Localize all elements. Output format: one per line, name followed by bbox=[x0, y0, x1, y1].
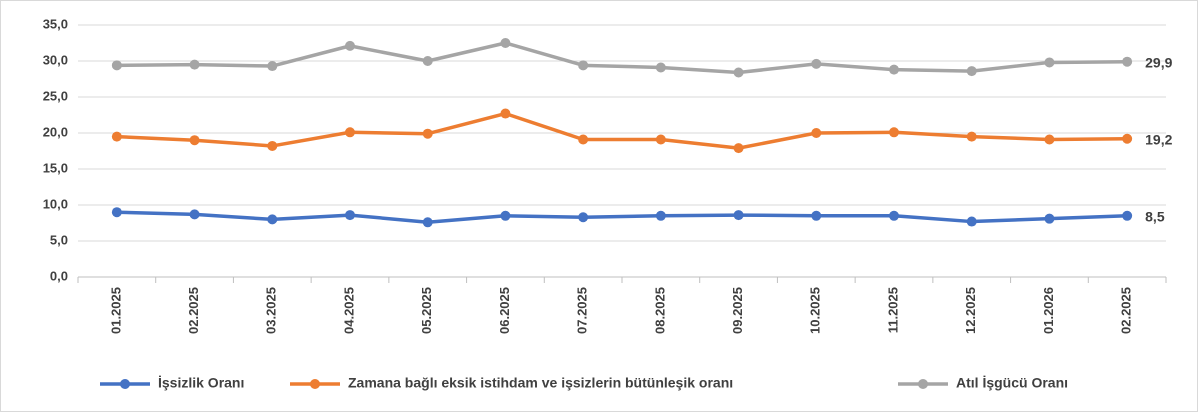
x-tick-label: 06.2025 bbox=[497, 287, 512, 334]
legend-marker bbox=[310, 379, 320, 389]
y-tick-label: 15,0 bbox=[43, 160, 68, 175]
data-label: 19,2 bbox=[1145, 131, 1172, 147]
data-point bbox=[267, 140, 278, 151]
data-point bbox=[1044, 213, 1055, 224]
x-tick-label: 02.2025 bbox=[186, 287, 201, 334]
data-point bbox=[811, 58, 822, 69]
y-tick-label: 10,0 bbox=[43, 196, 68, 211]
data-point bbox=[345, 210, 355, 221]
data-point bbox=[500, 210, 511, 221]
x-tick-label: 12.2025 bbox=[963, 287, 978, 334]
data-point bbox=[889, 64, 899, 75]
data-point bbox=[422, 217, 433, 228]
legend-marker bbox=[120, 379, 130, 389]
x-tick-label: 01.2026 bbox=[1041, 287, 1056, 334]
data-point bbox=[111, 60, 122, 71]
legend-label: Zamana bağlı eksik istihdam ve işsizleri… bbox=[348, 375, 733, 391]
series-line bbox=[116, 41, 1128, 75]
x-tick-label: 01.2025 bbox=[108, 287, 123, 334]
data-point bbox=[267, 61, 278, 72]
data-point bbox=[1044, 134, 1055, 145]
y-tick-label: 30,0 bbox=[43, 52, 68, 67]
legend-label: Atıl İşgücü Oranı bbox=[956, 375, 1068, 391]
data-point bbox=[111, 207, 122, 218]
x-tick-label: 10.2025 bbox=[808, 287, 823, 334]
data-point bbox=[889, 210, 899, 221]
data-point bbox=[422, 56, 433, 66]
series-line bbox=[116, 210, 1128, 225]
y-tick-label: 5,0 bbox=[50, 232, 68, 247]
data-point bbox=[733, 67, 744, 78]
x-tick-label: 03.2025 bbox=[264, 287, 279, 334]
x-tick-label: 04.2025 bbox=[341, 287, 356, 334]
data-point bbox=[345, 127, 355, 138]
data-point bbox=[267, 214, 278, 225]
data-point bbox=[111, 131, 122, 142]
data-point bbox=[966, 216, 977, 227]
x-tick-label: 11.2025 bbox=[885, 287, 900, 333]
data-point bbox=[889, 127, 899, 138]
data-point bbox=[500, 38, 511, 48]
y-tick-label: 0,0 bbox=[50, 268, 68, 283]
data-point bbox=[733, 210, 744, 221]
data-point bbox=[578, 212, 589, 223]
data-point bbox=[1122, 56, 1133, 67]
y-tick-label: 35,0 bbox=[43, 16, 68, 31]
data-point bbox=[578, 134, 589, 145]
data-point bbox=[189, 209, 200, 220]
y-tick-label: 20,0 bbox=[43, 124, 68, 139]
legend-marker bbox=[918, 379, 928, 389]
data-point bbox=[422, 128, 433, 139]
data-point bbox=[966, 131, 977, 142]
data-point bbox=[733, 143, 744, 154]
data-point bbox=[500, 108, 511, 119]
data-point bbox=[655, 134, 666, 145]
data-label: 8,5 bbox=[1145, 209, 1165, 225]
data-point bbox=[966, 66, 977, 77]
data-point bbox=[189, 59, 200, 70]
x-tick-label: 07.2025 bbox=[575, 287, 590, 334]
x-tick-label: 09.2025 bbox=[730, 287, 745, 334]
data-point bbox=[1122, 133, 1133, 144]
data-point bbox=[1044, 57, 1055, 68]
x-tick-label: 08.2025 bbox=[652, 287, 667, 334]
data-point bbox=[811, 210, 822, 221]
data-point bbox=[655, 210, 666, 221]
data-label: 29,9 bbox=[1145, 54, 1172, 70]
data-point bbox=[1122, 210, 1133, 221]
data-point bbox=[345, 40, 355, 51]
data-point bbox=[578, 60, 589, 71]
series-line bbox=[116, 111, 1128, 150]
y-tick-label: 25,0 bbox=[43, 88, 68, 103]
data-point bbox=[655, 62, 666, 73]
data-point bbox=[189, 135, 200, 146]
x-tick-label: 02.2025 bbox=[1119, 287, 1134, 334]
data-point bbox=[811, 128, 822, 138]
x-tick-label: 05.2025 bbox=[419, 287, 434, 334]
legend-label: İşsizlik Oranı bbox=[158, 375, 244, 391]
